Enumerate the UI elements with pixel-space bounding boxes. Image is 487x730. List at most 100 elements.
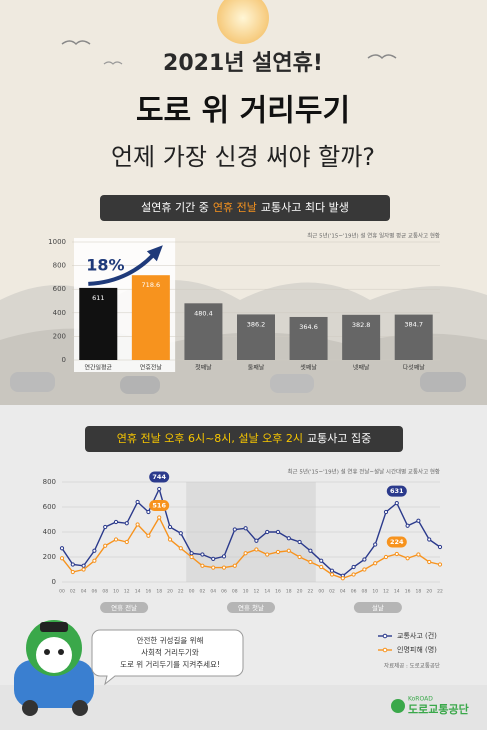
- chart-note: 최근 5년('15~'19년) 설 연휴 일자별 평균 교통사고 현황: [307, 232, 440, 240]
- point: [70, 562, 75, 567]
- year-title: 2021년 설연휴!: [163, 51, 323, 76]
- point: [275, 529, 281, 535]
- point: [211, 565, 216, 570]
- car: [10, 372, 55, 392]
- x-tick-label: 08: [362, 589, 368, 595]
- x-tick-label: 00: [189, 589, 195, 595]
- point: [221, 565, 227, 570]
- point: [427, 537, 432, 542]
- x-tick-label: 연휴전날: [140, 364, 163, 372]
- x-tick-label: 12: [383, 589, 389, 595]
- value-label: 516: [152, 502, 166, 510]
- x-tick-label: 06: [92, 589, 98, 595]
- y-tick-label: 1000: [48, 238, 66, 246]
- point: [405, 556, 410, 561]
- point: [254, 547, 259, 552]
- bubble-text: 안전한 귀성길을 위해: [137, 635, 204, 645]
- point: [243, 551, 248, 556]
- point: [59, 556, 65, 561]
- x-tick-label: 18: [416, 589, 422, 595]
- point: [135, 522, 140, 527]
- point: [81, 567, 86, 572]
- point: [383, 509, 389, 515]
- header-part: 연휴 전날 오후 6시~8시, 설날 오후 2시: [117, 432, 303, 445]
- section-header-text: 설연휴 기간 중 연휴 전날 교통사고 최다 발생: [141, 201, 349, 214]
- x-tick-label: 20: [167, 589, 173, 595]
- point: [286, 548, 291, 553]
- point: [124, 521, 129, 526]
- point: [427, 559, 432, 565]
- point: [416, 518, 421, 523]
- point: [243, 526, 248, 531]
- point: [437, 544, 443, 550]
- x-tick-label: 04: [340, 589, 346, 595]
- point: [254, 538, 259, 543]
- x-tick-label: 셋째날: [300, 364, 317, 372]
- x-tick-label: 04: [81, 589, 87, 595]
- x-tick-label: 10: [372, 589, 378, 595]
- value-label: 480.4: [194, 309, 213, 317]
- point: [308, 559, 313, 565]
- point: [103, 524, 108, 530]
- y-tick-label: 0: [52, 578, 56, 586]
- bar: [184, 303, 223, 360]
- point: [362, 557, 367, 562]
- header-part: 교통사고 집중: [307, 432, 371, 445]
- x-tick-label: 00: [59, 589, 65, 595]
- point: [124, 539, 129, 545]
- bird: [103, 61, 123, 65]
- y-tick-label: 600: [43, 503, 56, 511]
- x-tick-label: 18: [286, 589, 292, 595]
- legend-dot: [382, 633, 388, 639]
- x-tick-label: 첫째날: [195, 364, 212, 372]
- point: [81, 563, 86, 568]
- bar: [237, 314, 275, 360]
- point: [351, 572, 356, 577]
- group-label: 연휴 전날: [111, 603, 137, 612]
- line-section-header: [85, 426, 403, 452]
- trend-arrow: [88, 251, 157, 286]
- chart-note: 최근 5년('15~'19년) 설 연휴 전날~설날 시간대별 교통사고 현황: [287, 468, 440, 476]
- x-tick-label: 22: [437, 589, 443, 595]
- x-tick-label: 넷째날: [353, 364, 370, 372]
- value-label: 386.2: [247, 320, 266, 328]
- main-subtitle: 언제 가장 신경 써야 할까?: [111, 143, 375, 171]
- point: [329, 572, 335, 577]
- legend-label: 인명피해 (명): [397, 645, 437, 654]
- value-label: 384.7: [404, 321, 423, 329]
- x-tick-label: 08: [232, 589, 238, 595]
- y-tick-label: 200: [43, 553, 56, 561]
- mascot: [14, 620, 94, 716]
- point: [211, 556, 216, 561]
- car: [420, 372, 466, 392]
- x-tick-label: 18: [156, 589, 162, 595]
- bubble-text: 사회적 거리두기와: [141, 647, 199, 657]
- point: [319, 564, 324, 570]
- point: [265, 552, 270, 557]
- x-tick-label: 10: [113, 589, 119, 595]
- sun: [217, 0, 269, 44]
- point: [200, 563, 205, 568]
- point: [232, 527, 237, 532]
- x-tick-label: 16: [275, 589, 281, 595]
- x-tick-label: 16: [146, 589, 152, 595]
- point: [103, 543, 108, 548]
- point: [394, 551, 399, 557]
- value-label: 364.6: [299, 323, 318, 331]
- point: [405, 523, 410, 528]
- point: [373, 542, 378, 547]
- x-tick-label: 다섯째날: [403, 364, 426, 372]
- point: [373, 561, 378, 566]
- annotation: 18%: [86, 255, 124, 274]
- x-tick-label: 22: [308, 589, 314, 595]
- point: [221, 554, 227, 559]
- legend-label: 교통사고 (건): [397, 631, 437, 640]
- point: [362, 567, 367, 572]
- point: [113, 519, 119, 525]
- logo: 도로교통공단: [408, 702, 469, 716]
- point: [351, 564, 356, 570]
- value-label: 718.6: [142, 281, 161, 289]
- x-tick-label: 02: [200, 589, 206, 595]
- point: [297, 554, 302, 560]
